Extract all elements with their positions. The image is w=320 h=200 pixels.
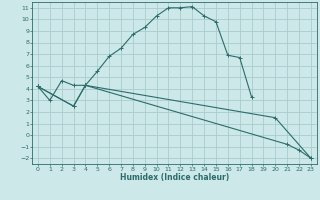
X-axis label: Humidex (Indice chaleur): Humidex (Indice chaleur)	[120, 173, 229, 182]
